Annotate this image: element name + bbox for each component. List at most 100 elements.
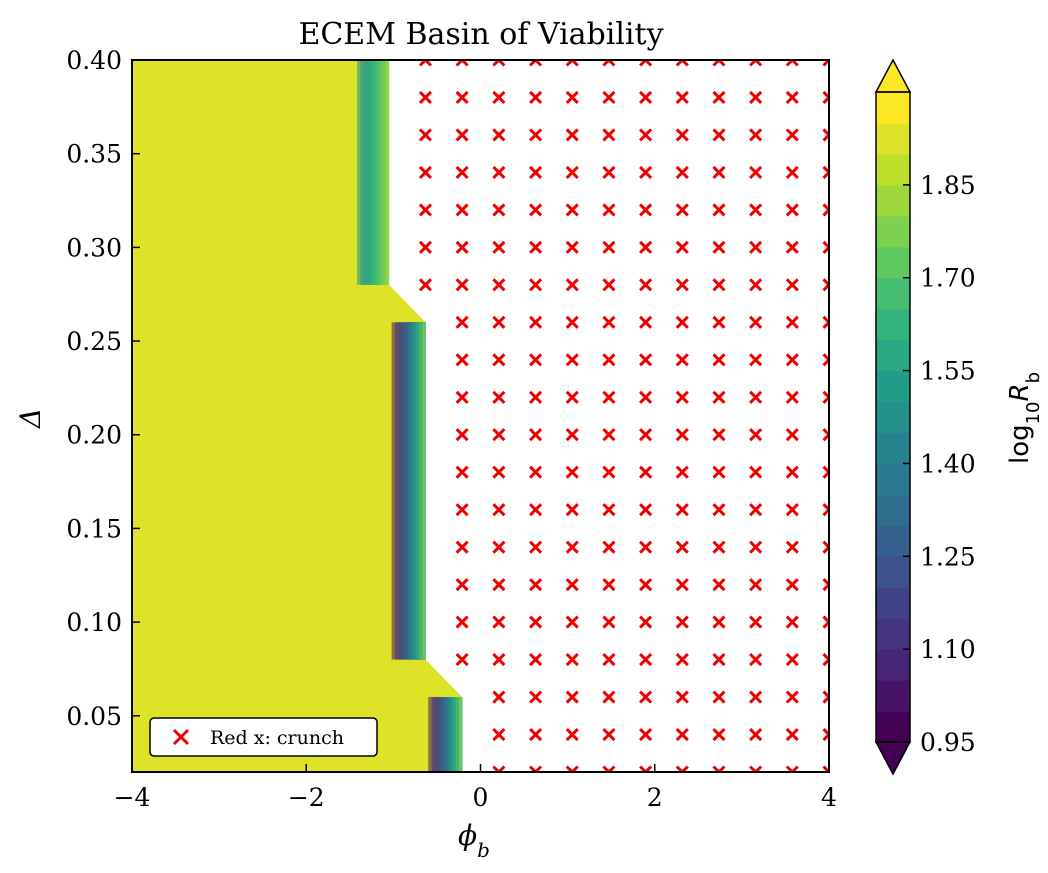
crunch-marker-stroke xyxy=(602,165,616,179)
crunch-marker xyxy=(602,615,616,629)
crunch-marker xyxy=(529,428,543,442)
crunch-marker-stroke xyxy=(822,507,829,517)
crunch-marker-stroke xyxy=(529,165,543,179)
crunch-marker-stroke xyxy=(639,503,653,517)
crunch-marker-stroke xyxy=(822,90,829,100)
legend-marker xyxy=(172,728,190,746)
crunch-marker-stroke xyxy=(639,765,648,772)
colorbar-frame xyxy=(875,91,911,743)
crunch-marker xyxy=(822,465,829,479)
crunch-marker xyxy=(492,540,506,554)
crunch-marker-stroke xyxy=(529,465,543,479)
crunch-marker-stroke xyxy=(492,465,506,479)
crunch-marker xyxy=(785,690,799,704)
colorbar-band xyxy=(876,463,910,495)
crunch-marker-stroke xyxy=(602,353,616,367)
crunch-marker xyxy=(822,278,829,292)
crunch-marker-stroke xyxy=(749,240,763,254)
crunch-marker xyxy=(749,465,763,479)
crunch-marker-stroke xyxy=(822,278,829,287)
crunch-marker xyxy=(492,653,506,667)
x-axis-label: ϕb xyxy=(458,819,490,862)
crunch-marker-stroke xyxy=(496,60,506,67)
crunch-marker xyxy=(639,503,653,517)
crunch-marker xyxy=(749,353,763,367)
crunch-marker-stroke xyxy=(492,353,506,367)
crunch-marker-stroke xyxy=(822,657,829,667)
x-tick-label: 4 xyxy=(821,783,837,812)
crunch-marker-stroke xyxy=(455,615,469,629)
crunch-marker xyxy=(455,653,469,667)
crunch-marker xyxy=(639,428,653,442)
colorbar-tick-label: 1.10 xyxy=(920,635,976,664)
crunch-marker-stroke xyxy=(606,60,616,67)
crunch-marker-stroke xyxy=(639,165,653,179)
crunch-marker-stroke xyxy=(680,60,689,67)
crunch-marker-stroke xyxy=(675,165,689,179)
crunch-marker-stroke xyxy=(455,90,469,105)
crunch-marker-stroke xyxy=(639,240,653,254)
colorbar-extend-max xyxy=(874,58,912,93)
crunch-marker xyxy=(565,240,579,254)
crunch-marker xyxy=(639,203,653,217)
x-axis-ticks: −4 −2 0 2 4 xyxy=(114,764,837,812)
crunch-marker xyxy=(712,578,726,592)
crunch-marker xyxy=(712,727,726,742)
crunch-marker-stroke xyxy=(565,60,575,67)
crunch-marker xyxy=(639,690,653,704)
crunch-marker-stroke xyxy=(749,390,763,404)
crunch-marker xyxy=(785,278,799,292)
crunch-marker-stroke xyxy=(492,690,506,704)
crunch-marker-stroke xyxy=(749,540,763,554)
colorbar-ticks: 0.95 1.10 1.25 1.40 1.55 1.70 1.85 xyxy=(903,171,976,757)
crunch-marker-stroke xyxy=(675,578,689,592)
crunch-marker xyxy=(712,240,726,254)
crunch-marker xyxy=(418,240,432,254)
crunch-marker-stroke xyxy=(675,540,689,554)
crunch-marker-stroke xyxy=(602,203,616,217)
crunch-marker xyxy=(749,60,763,67)
crunch-marker xyxy=(455,315,469,329)
crunch-marker xyxy=(529,315,543,329)
crunch-marker-stroke xyxy=(455,540,469,554)
crunch-marker-stroke xyxy=(602,503,616,517)
crunch-marker-stroke xyxy=(822,428,829,437)
crunch-marker xyxy=(749,90,763,105)
crunch-marker xyxy=(565,60,579,67)
crunch-marker xyxy=(492,278,506,292)
crunch-marker-stroke xyxy=(712,90,726,105)
crunch-marker xyxy=(529,465,543,479)
crunch-marker-stroke xyxy=(492,428,506,442)
colorbar-band xyxy=(876,432,910,465)
crunch-marker-stroke xyxy=(675,90,689,105)
crunch-marker-stroke xyxy=(529,615,543,629)
crunch-marker-stroke xyxy=(749,353,763,367)
crunch-marker xyxy=(785,765,799,772)
crunch-marker xyxy=(455,240,469,254)
crunch-marker xyxy=(749,203,763,217)
crunch-marker-stroke xyxy=(455,578,469,592)
crunch-marker xyxy=(455,578,469,592)
crunch-marker-stroke xyxy=(822,653,829,662)
legend-box xyxy=(149,717,378,757)
crunch-marker-stroke xyxy=(639,315,653,329)
crunch-marker-stroke xyxy=(712,465,726,479)
crunch-marker-stroke xyxy=(675,615,689,629)
crunch-marker xyxy=(675,503,689,517)
crunch-marker-stroke xyxy=(639,90,653,105)
crunch-marker-stroke xyxy=(455,390,469,404)
crunch-marker-stroke xyxy=(639,578,653,592)
crunch-marker-stroke xyxy=(712,540,726,554)
crunch-marker xyxy=(455,278,469,292)
y-tick-label: 0.30 xyxy=(66,233,122,262)
crunch-marker-stroke xyxy=(675,315,689,329)
crunch-marker xyxy=(565,578,579,592)
crunch-marker-stroke xyxy=(822,432,829,442)
crunch-marker-stroke xyxy=(785,60,795,67)
crunch-marker xyxy=(639,128,653,142)
plot-area xyxy=(132,60,829,772)
crunch-marker-stroke xyxy=(418,128,432,142)
crunch-marker xyxy=(712,540,726,554)
y-tick-label: 0.25 xyxy=(66,327,122,356)
crunch-marker-stroke xyxy=(529,315,543,329)
